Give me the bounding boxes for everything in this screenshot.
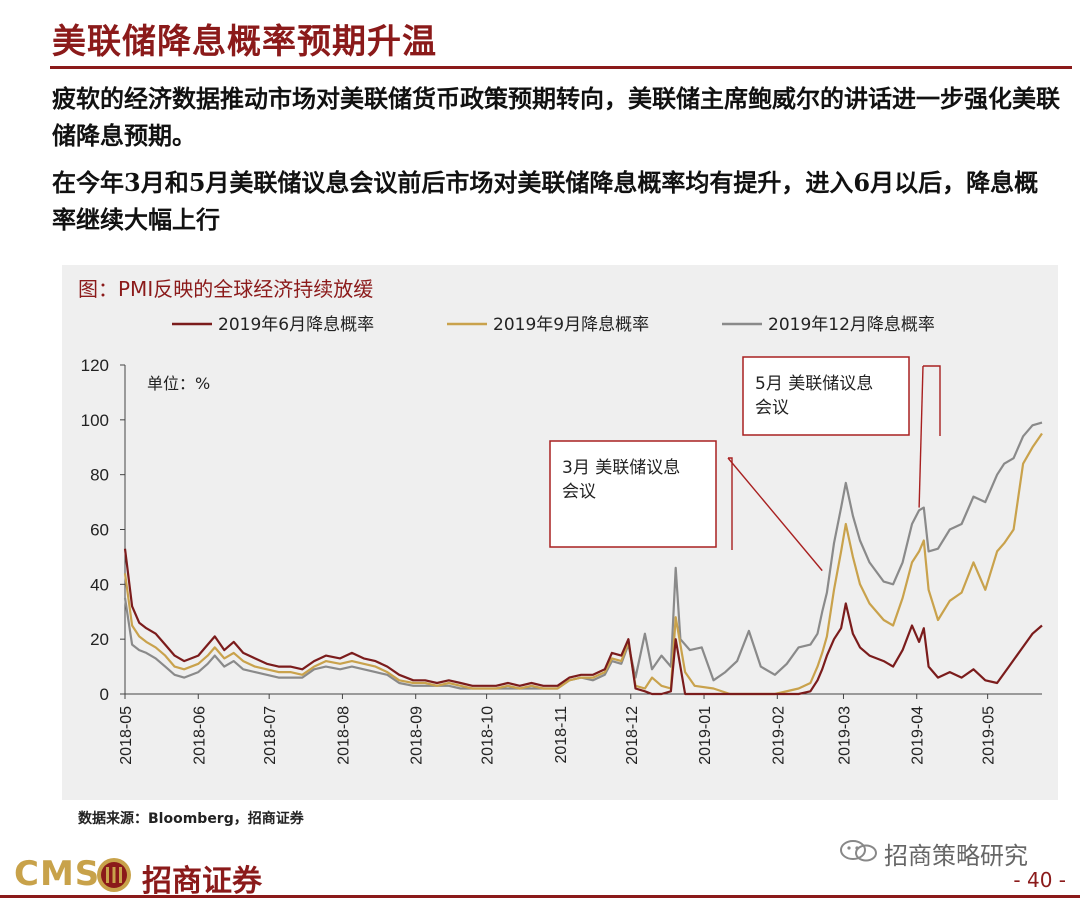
annotation-box — [742, 356, 910, 436]
x-tick-label: 2018-12 — [624, 706, 641, 765]
x-tick-label: 2019-05 — [981, 706, 998, 765]
legend-label: 2019年9月降息概率 — [493, 315, 649, 335]
x-tick-label: 2018-05 — [118, 706, 135, 765]
x-tick-label: 2018-10 — [480, 706, 497, 765]
series-line — [123, 432, 1043, 696]
x-tick-label: 2018-09 — [409, 706, 426, 765]
title-divider — [50, 66, 1072, 69]
wechat-account: 招商策略研究 — [884, 842, 1028, 870]
annotation-box — [549, 440, 717, 548]
slide-title: 美联储降息概率预期升温 — [52, 22, 437, 62]
y-tick-label: 120 — [81, 356, 109, 375]
annotation-bracket — [728, 457, 733, 550]
cms-logo-text: CMS — [14, 854, 101, 894]
annotation-text: 5月 美联储议息会议 — [755, 374, 873, 418]
x-tick-label: 2018-08 — [335, 706, 352, 765]
unit-label: 单位：% — [147, 374, 210, 393]
line-chart: 0 20 40 60 80 100 120 2018-05 2018-06 2018-07 2018… — [81, 315, 1043, 765]
y-tick-label: 40 — [90, 575, 109, 594]
footer-divider — [0, 895, 1080, 898]
chart-title: 图：PMI反映的全球经济持续放缓 — [78, 277, 374, 301]
y-tick-label: 20 — [90, 630, 109, 649]
annotation-text: 3月 美联储议息会议 — [562, 458, 680, 502]
x-tick-label: 2019-03 — [836, 706, 853, 765]
y-tick-label: 80 — [90, 466, 109, 485]
x-tick-label: 2018-06 — [191, 706, 208, 765]
cms-badge-icon — [97, 858, 131, 892]
x-tick-label: 2018-11 — [553, 706, 570, 764]
series-line — [123, 548, 1043, 696]
annotation-pointer — [727, 457, 823, 572]
y-tick-label: 60 — [90, 521, 109, 540]
x-tick-label: 2019-01 — [697, 706, 714, 765]
x-tick-label: 2018-07 — [262, 706, 279, 765]
legend-label: 2019年12月降息概率 — [768, 315, 935, 335]
legend-label: 2019年6月降息概率 — [218, 315, 374, 335]
data-source: 数据来源：Bloomberg，招商证券 — [78, 811, 304, 827]
y-tick-label: 0 — [100, 685, 109, 704]
company-name: 招商证券 — [142, 864, 262, 899]
paragraph-1: 疲软的经济数据推动市场对美联储货币政策预期转向，美联储主席鲍威尔的讲话进一步强化… — [52, 84, 1060, 150]
y-tick-label: 100 — [81, 411, 109, 430]
page-number: - 40 - — [1013, 868, 1066, 892]
annotation-pointer — [918, 365, 924, 508]
x-tick-label: 2019-02 — [770, 706, 787, 765]
wechat-icon — [840, 840, 877, 862]
annotation-bracket — [923, 365, 941, 436]
paragraph-2: 在今年3月和5月美联储议息会议前后市场对美联储降息概率均有提升，进入6月以后，降… — [52, 168, 1039, 234]
x-tick-label: 2019-04 — [910, 706, 927, 765]
